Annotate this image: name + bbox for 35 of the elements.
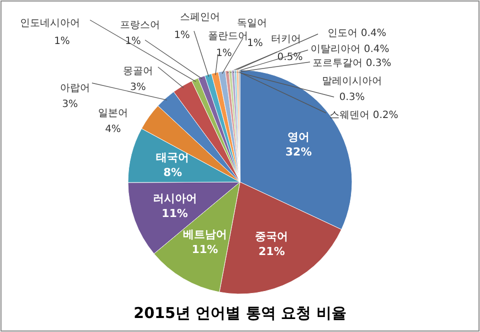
slice-label: 터키어 <box>271 34 301 45</box>
data-label: 4% <box>105 124 121 135</box>
slice-label: 인도네시아어 <box>20 18 80 29</box>
data-label: 1% <box>216 48 232 59</box>
data-label: 11% <box>162 206 188 220</box>
slice-label: 일본어 <box>98 108 128 119</box>
data-label: 11% <box>192 242 218 256</box>
slice-label: 중국어 <box>255 230 288 243</box>
slice-label: 스페인어 <box>180 12 220 23</box>
data-label: 1% <box>174 30 190 41</box>
slice-label: 독일어 <box>237 18 267 29</box>
slice-label: 이탈리아어 0.4% <box>310 44 390 55</box>
slice-label: 말레이시아어 <box>322 76 382 87</box>
data-label: 1% <box>247 38 263 49</box>
slice-label: 인도어 0.4% <box>328 28 386 39</box>
slice-label: 베트남어 <box>182 228 227 241</box>
data-label: 3% <box>62 99 78 110</box>
data-label: 0.3% <box>339 92 365 103</box>
data-label: 32% <box>285 146 312 159</box>
data-label: 1% <box>54 36 70 47</box>
data-label: 1% <box>125 36 141 47</box>
slice-label: 태국어 <box>156 151 190 164</box>
slice-label: 폴란드어 <box>208 31 248 42</box>
text: 2015년 언어별 통역 요청 비율 <box>134 304 346 322</box>
slice-label: 아랍어 <box>60 83 90 94</box>
data-label: 0.5% <box>277 52 303 63</box>
slice-label: 몽골어 <box>123 66 153 77</box>
slice-label: 영어 <box>288 130 310 144</box>
slice-label: 스웨덴어 0.2% <box>330 110 398 121</box>
slice-label: 러시아어 <box>152 192 197 205</box>
slice-label: 포르투갈어 0.3% <box>312 58 392 69</box>
slice-label: 프랑스어 <box>120 20 160 31</box>
data-label: 21% <box>258 244 285 258</box>
data-label: 8% <box>163 166 182 180</box>
data-label: 3% <box>130 82 146 93</box>
